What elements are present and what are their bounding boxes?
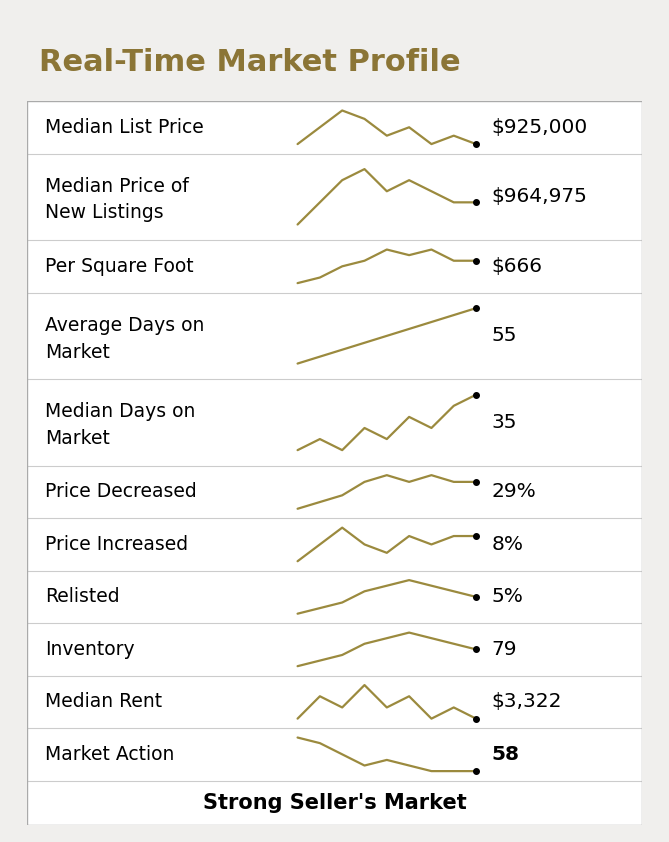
Text: $3,322: $3,322 [492,692,562,711]
Text: Strong Seller's Market: Strong Seller's Market [203,793,466,813]
Text: $666: $666 [492,257,543,276]
Text: 29%: 29% [492,482,536,502]
Text: 35: 35 [492,413,517,432]
Text: Per Square Foot: Per Square Foot [45,257,194,276]
Text: 58: 58 [492,745,519,764]
Bar [27,675,642,728]
Text: Relisted: Relisted [45,588,120,606]
Text: Median Price of: Median Price of [45,177,189,196]
Text: 55: 55 [492,327,517,345]
Text: 8%: 8% [492,535,523,554]
Text: Average Days on: Average Days on [45,316,205,335]
Text: Price Decreased: Price Decreased [45,482,197,502]
Bar [27,466,642,518]
Text: $964,975: $964,975 [492,187,587,206]
Bar [27,518,642,571]
Text: Median Rent: Median Rent [45,692,163,711]
Text: 79: 79 [492,640,517,659]
Bar [27,781,642,825]
Text: New Listings: New Listings [45,204,164,222]
Text: $925,000: $925,000 [492,118,587,136]
Bar [27,623,642,675]
Bar [27,292,642,379]
Text: Inventory: Inventory [45,640,135,659]
Bar [27,379,642,466]
Bar [27,728,642,781]
Text: Median List Price: Median List Price [45,118,204,136]
Text: Market: Market [45,429,110,448]
Bar [27,571,642,623]
Text: Median Days on: Median Days on [45,402,195,422]
Text: Market Action: Market Action [45,745,175,764]
Bar [27,101,642,153]
Text: 5%: 5% [492,588,523,606]
Bar [27,240,642,292]
Text: Real-Time Market Profile: Real-Time Market Profile [39,48,461,77]
Text: Price Increased: Price Increased [45,535,189,554]
Bar [27,153,642,240]
Text: Market: Market [45,343,110,361]
